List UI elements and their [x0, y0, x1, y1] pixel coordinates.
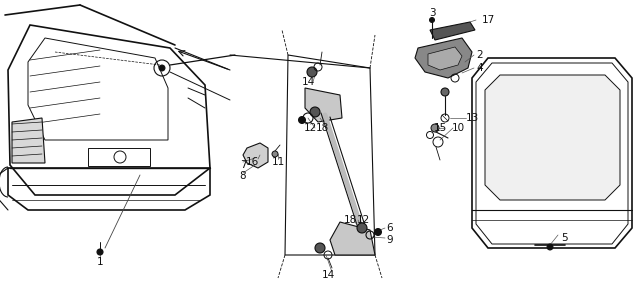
- Text: 12: 12: [303, 123, 317, 133]
- Circle shape: [429, 17, 435, 23]
- Circle shape: [374, 229, 381, 235]
- Polygon shape: [305, 88, 342, 122]
- Polygon shape: [415, 38, 472, 78]
- Polygon shape: [243, 143, 268, 168]
- Text: 17: 17: [481, 15, 495, 25]
- Circle shape: [310, 107, 320, 117]
- Text: 11: 11: [271, 157, 285, 167]
- Text: 9: 9: [387, 235, 394, 245]
- Polygon shape: [12, 118, 45, 163]
- Bar: [88, 148, 150, 166]
- Text: 18: 18: [344, 215, 356, 225]
- Circle shape: [315, 243, 325, 253]
- Text: 2: 2: [477, 50, 483, 60]
- Circle shape: [547, 244, 553, 250]
- Circle shape: [272, 151, 278, 157]
- Text: 1: 1: [97, 257, 103, 267]
- Text: 14: 14: [321, 270, 335, 280]
- Circle shape: [159, 65, 165, 71]
- Circle shape: [357, 223, 367, 233]
- Text: 15: 15: [433, 123, 447, 133]
- Polygon shape: [248, 150, 265, 163]
- Circle shape: [441, 88, 449, 96]
- Text: 13: 13: [465, 113, 479, 123]
- Polygon shape: [428, 47, 462, 70]
- Text: 4: 4: [477, 63, 483, 73]
- Text: 3: 3: [429, 8, 435, 18]
- Polygon shape: [485, 75, 620, 200]
- Text: 14: 14: [301, 77, 315, 87]
- Text: 10: 10: [451, 123, 465, 133]
- Text: 7: 7: [240, 160, 246, 170]
- Polygon shape: [430, 22, 475, 40]
- Text: 8: 8: [240, 171, 246, 181]
- Text: 12: 12: [356, 215, 370, 225]
- Text: 18: 18: [316, 123, 328, 133]
- Text: 6: 6: [387, 223, 394, 233]
- Text: 16: 16: [245, 157, 259, 167]
- Text: 5: 5: [562, 233, 568, 243]
- Polygon shape: [330, 222, 375, 255]
- Circle shape: [307, 67, 317, 77]
- Circle shape: [431, 124, 439, 132]
- Circle shape: [298, 117, 305, 123]
- Circle shape: [97, 249, 103, 255]
